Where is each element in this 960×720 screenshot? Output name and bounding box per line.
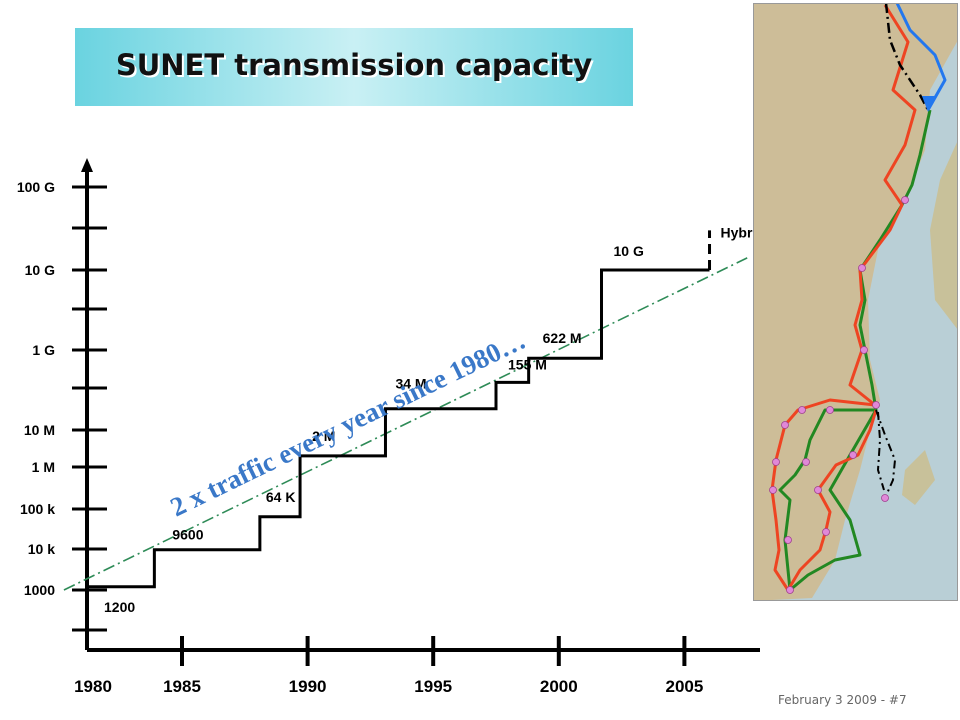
map-land-sweden xyxy=(753,3,958,601)
step-label: 64 K xyxy=(266,489,296,505)
map-node xyxy=(798,406,806,414)
y-tick-label: 10 k xyxy=(28,541,55,557)
map-frame xyxy=(753,3,958,601)
y-tick-label: 100 G xyxy=(17,179,55,195)
map-route-dashdot xyxy=(877,411,885,491)
map-land-finland xyxy=(930,140,958,330)
map-land-gotland xyxy=(902,450,935,505)
step-label: 622 M xyxy=(543,330,582,346)
map-node xyxy=(772,458,780,466)
map-node xyxy=(814,486,822,494)
map-node xyxy=(881,494,889,502)
capacity-staircase xyxy=(87,268,710,589)
x-tick-label: 2005 xyxy=(665,677,703,696)
title-banner: SUNET transmission capacity xyxy=(75,28,633,106)
map-node xyxy=(786,586,794,594)
map-node xyxy=(860,346,868,354)
y-tick-label: 10 M xyxy=(24,422,55,438)
map-arrow-head xyxy=(922,96,935,112)
map-node xyxy=(901,196,909,204)
y-axis-arrow xyxy=(81,158,93,172)
trend-annotation: 2 x traffic every year since 1980… xyxy=(166,325,531,523)
map-node xyxy=(784,536,792,544)
step-label: 10 G xyxy=(614,243,644,259)
map-node xyxy=(849,451,857,459)
step-label: 34 M xyxy=(395,376,426,392)
map-route-blue xyxy=(895,3,947,111)
x-tick-label: 1995 xyxy=(414,677,452,696)
map-node xyxy=(822,528,830,536)
map-node xyxy=(769,486,777,494)
map-route-red xyxy=(770,4,917,592)
map-node xyxy=(858,264,866,272)
map-node xyxy=(781,421,789,429)
y-tick-label: 1 M xyxy=(32,459,55,475)
map-route-dashdot xyxy=(884,3,930,111)
step-label: 155 M xyxy=(508,356,547,372)
x-tick-label: 1990 xyxy=(289,677,327,696)
sweden-network-map xyxy=(753,3,958,601)
trend-line xyxy=(63,257,748,591)
y-tick-label: 10 G xyxy=(25,262,55,278)
y-tick-label: 100 k xyxy=(20,501,55,517)
step-label: 2 M xyxy=(312,428,335,444)
step-label: 1200 xyxy=(104,599,135,615)
y-tick-label: 1000 xyxy=(24,582,55,598)
x-tick-label: 2000 xyxy=(540,677,578,696)
page-title: SUNET transmission capacity xyxy=(115,48,593,82)
x-tick-label: 1980 xyxy=(74,677,112,696)
slide-footer: February 3 2009 - #7 xyxy=(778,693,907,707)
y-tick-label: 1 G xyxy=(32,342,55,358)
x-tick-label: 1985 xyxy=(163,677,201,696)
map-node xyxy=(826,406,834,414)
hybrid-label: Hybrid xyxy=(721,224,760,240)
map-node xyxy=(872,401,880,409)
capacity-chart: 1000 10 k 100 k 1 M 10 M 1 G 10 G 100 G 1980 1985… xyxy=(17,158,760,696)
step-label: 9600 xyxy=(172,527,203,543)
map-node xyxy=(802,458,810,466)
